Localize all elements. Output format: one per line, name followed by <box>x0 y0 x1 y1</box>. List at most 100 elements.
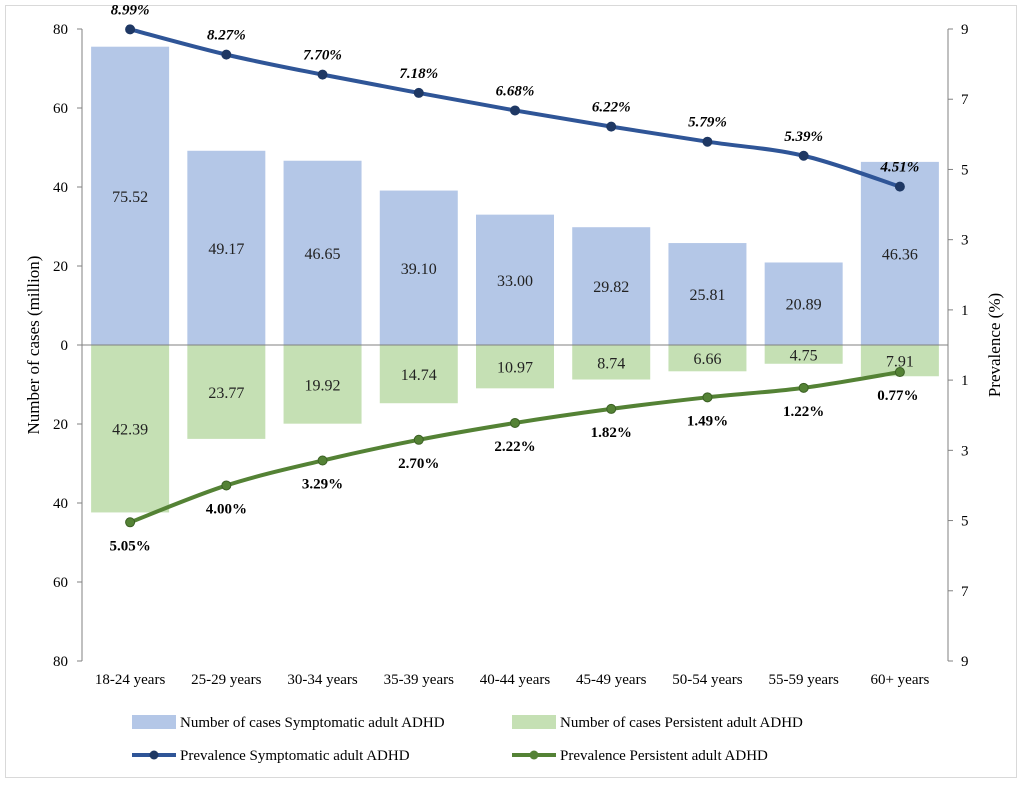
y2-tick-label: 3 <box>961 233 969 249</box>
y-tick-label: 40 <box>53 180 68 196</box>
symptomatic-prevalence-label: 7.70% <box>303 48 342 64</box>
symptomatic-prevalence-label: 5.79% <box>688 115 727 131</box>
x-tick-label: 55-59 years <box>768 672 839 688</box>
bar-value-label: 6.66 <box>693 351 721 368</box>
bar-value-label: 23.77 <box>208 385 244 402</box>
chart-frame <box>5 5 1017 778</box>
y-tick-label: 20 <box>53 259 68 275</box>
y-tick-label: 60 <box>53 575 68 591</box>
legend: Number of cases Symptomatic adult ADHD Nu… <box>132 715 803 764</box>
persistent-prevalence-point <box>221 480 232 491</box>
bar-symptomatic <box>283 160 362 345</box>
persistent-prevalence-point <box>125 517 136 528</box>
persistent-prevalence-label: 1.82% <box>591 425 632 441</box>
bar-value-label: 14.74 <box>401 367 437 384</box>
bar-value-label: 10.97 <box>497 360 533 377</box>
y2-axis-title: Prevalence (%) <box>985 293 1004 397</box>
bar-value-label: 33.00 <box>497 273 533 290</box>
symptomatic-prevalence-label: 5.39% <box>784 129 823 145</box>
y-tick-label: 80 <box>53 654 68 670</box>
x-tick-label: 35-39 years <box>384 672 455 688</box>
bar-persistent <box>764 345 843 364</box>
symptomatic-prevalence-label: 8.99% <box>111 2 150 18</box>
bar-persistent <box>668 345 747 372</box>
bar-value-label: 8.74 <box>597 355 625 372</box>
symptomatic-prevalence-label: 7.18% <box>399 66 438 82</box>
bar-persistent <box>379 345 458 404</box>
x-tick-label: 40-44 years <box>480 672 551 688</box>
bar-persistent <box>572 345 651 380</box>
legend-label: Prevalence Persistent adult ADHD <box>560 748 768 764</box>
bar-persistent <box>187 345 266 439</box>
legend-label: Prevalence Symptomatic adult ADHD <box>180 748 410 764</box>
bars-layer <box>91 46 939 513</box>
legend-swatch-marker <box>529 750 539 760</box>
y-tick-label: 0 <box>61 338 69 354</box>
persistent-prevalence-label: 2.22% <box>494 439 535 455</box>
symptomatic-prevalence-point <box>894 181 905 192</box>
y2-tick-label: 9 <box>961 654 969 670</box>
bar-value-label: 7.91 <box>886 354 914 371</box>
x-tick-label: 60+ years <box>870 672 929 688</box>
persistent-prevalence-label: 5.05% <box>109 538 150 554</box>
bar-value-label: 46.36 <box>882 246 918 263</box>
bar-symptomatic <box>379 190 458 345</box>
y2-tick-label: 3 <box>961 443 969 459</box>
legend-swatch-bar <box>132 715 176 729</box>
y-axis-title: Number of cases (million) <box>24 256 43 435</box>
y-tick-label: 60 <box>53 101 68 117</box>
bar-value-label: 49.17 <box>208 241 244 258</box>
bar-persistent <box>476 345 554 389</box>
legend-swatch-bar <box>512 715 556 729</box>
symptomatic-prevalence-label: 6.68% <box>496 83 535 99</box>
y-tick-label: 80 <box>53 22 68 38</box>
bar-symptomatic <box>860 161 939 345</box>
y2-tick-label: 7 <box>961 584 969 600</box>
persistent-prevalence-label: 1.49% <box>687 413 728 429</box>
bar-symptomatic <box>572 227 651 345</box>
bar-symptomatic <box>91 46 170 346</box>
persistent-prevalence-label: 4.00% <box>206 501 247 517</box>
bar-value-label: 20.89 <box>786 297 822 314</box>
legend-swatch-marker <box>149 750 159 760</box>
bar-persistent <box>283 345 362 424</box>
y-tick-label: 40 <box>53 496 68 512</box>
bar-value-label: 75.52 <box>112 189 148 206</box>
symptomatic-prevalence-point <box>702 136 713 147</box>
y2-tick-label: 1 <box>961 303 969 319</box>
y2-tick-label: 5 <box>961 162 969 178</box>
y-tick-label: 20 <box>53 417 68 433</box>
bar-symptomatic <box>668 243 747 345</box>
lines-layer <box>125 24 905 528</box>
persistent-prevalence-point <box>702 392 713 403</box>
persistent-prevalence-label: 0.77% <box>877 388 918 404</box>
legend-label: Number of cases Symptomatic adult ADHD <box>180 715 445 731</box>
y2-tick-label: 7 <box>961 92 969 108</box>
persistent-prevalence-point <box>317 455 328 466</box>
bar-value-label: 25.81 <box>689 287 725 304</box>
bar-value-label: 46.65 <box>305 246 341 263</box>
x-tick-label: 18-24 years <box>95 672 166 688</box>
bar-value-label: 4.75 <box>790 347 818 364</box>
bar-symptomatic <box>764 262 843 345</box>
x-tick-label: 45-49 years <box>576 672 647 688</box>
symptomatic-prevalence-point <box>317 69 328 80</box>
symptomatic-prevalence-point <box>510 105 520 116</box>
persistent-prevalence-point <box>510 417 520 428</box>
bar-value-label: 19.92 <box>305 377 341 394</box>
symptomatic-prevalence-point <box>125 24 136 35</box>
bar-value-label: 39.10 <box>401 261 437 278</box>
persistent-prevalence-label: 2.70% <box>398 456 439 472</box>
persistent-prevalence-point <box>606 403 617 414</box>
bar-value-label: 42.39 <box>112 422 148 439</box>
bar-persistent <box>91 345 170 513</box>
legend-label: Number of cases Persistent adult ADHD <box>560 715 803 731</box>
bar-value-label: 29.82 <box>593 279 629 296</box>
x-tick-label: 50-54 years <box>672 672 743 688</box>
symptomatic-prevalence-label: 8.27% <box>207 28 246 44</box>
persistent-prevalence-point <box>413 434 424 445</box>
persistent-prevalence-label: 1.22% <box>783 404 824 420</box>
symptomatic-prevalence-point <box>413 87 424 98</box>
labels-layer: 75.52 49.17 46.65 39.10 33.00 29.82 25.81 20.89… <box>109 2 919 554</box>
